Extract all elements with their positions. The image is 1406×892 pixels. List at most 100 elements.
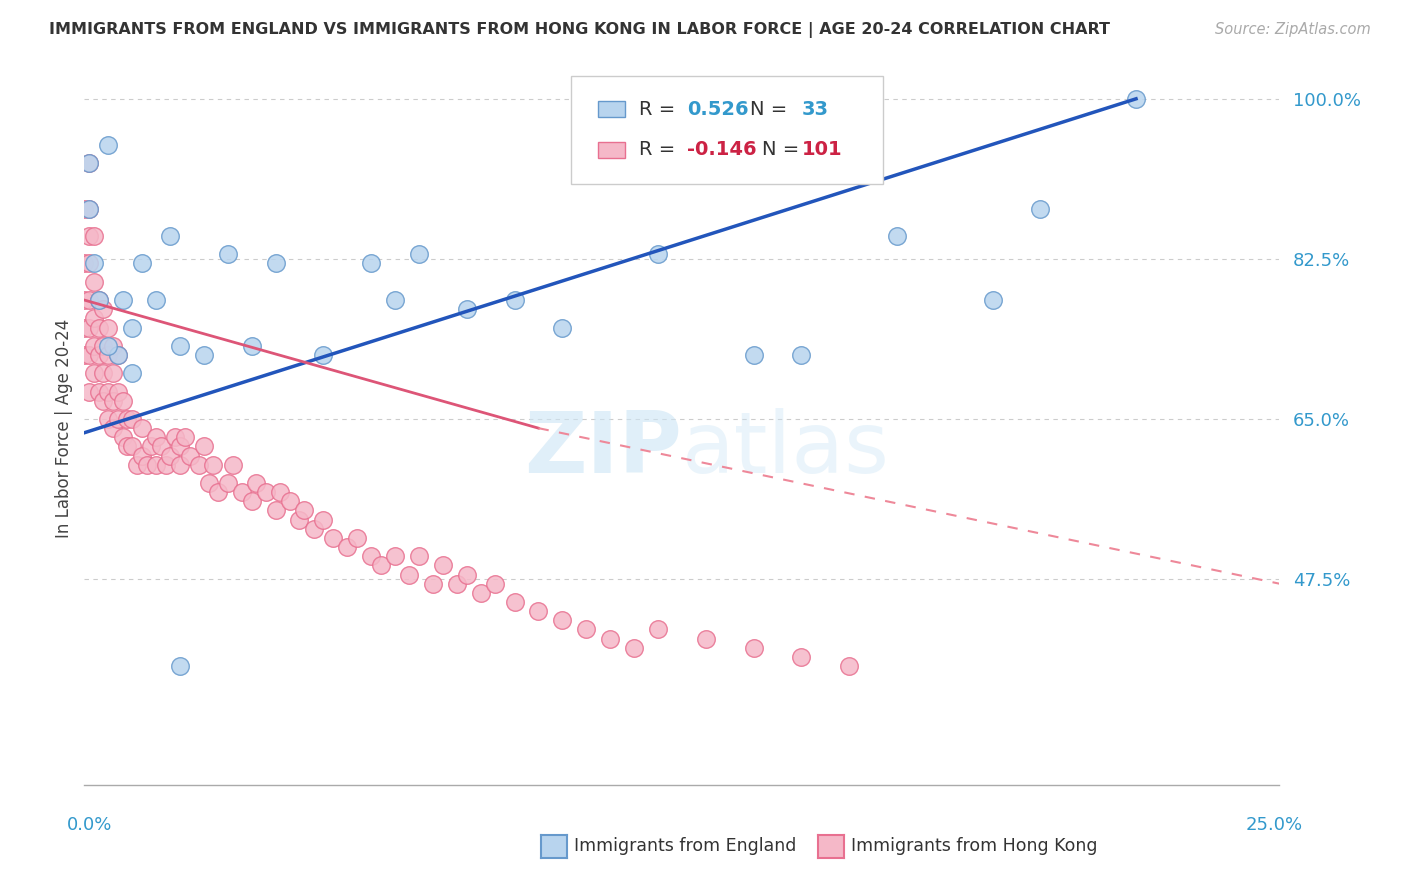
Point bbox=[408, 247, 430, 261]
Point bbox=[360, 549, 382, 564]
Point bbox=[398, 567, 420, 582]
Point bbox=[240, 339, 263, 353]
Point bbox=[188, 458, 211, 472]
Point bbox=[346, 531, 368, 545]
Point bbox=[97, 412, 120, 426]
Point bbox=[245, 476, 267, 491]
Text: 0.0%: 0.0% bbox=[67, 816, 112, 834]
Point bbox=[169, 339, 191, 353]
Point bbox=[742, 640, 765, 655]
Point bbox=[159, 229, 181, 244]
Point bbox=[575, 623, 598, 637]
Point bbox=[77, 348, 100, 362]
Text: -0.146: -0.146 bbox=[686, 140, 756, 160]
Text: ZIP: ZIP bbox=[524, 408, 682, 491]
Text: 25.0%: 25.0% bbox=[1246, 816, 1302, 834]
Point bbox=[269, 485, 291, 500]
Text: 0.526: 0.526 bbox=[686, 100, 748, 119]
Point bbox=[370, 558, 392, 573]
Point bbox=[83, 339, 105, 353]
Point bbox=[169, 659, 191, 673]
Text: 101: 101 bbox=[801, 140, 842, 160]
Point bbox=[77, 202, 100, 216]
Point bbox=[107, 384, 129, 399]
Point bbox=[240, 494, 263, 508]
Point bbox=[77, 320, 100, 334]
Point bbox=[838, 659, 860, 673]
Point bbox=[111, 430, 134, 444]
Point bbox=[121, 366, 143, 380]
Point bbox=[981, 293, 1004, 307]
Point bbox=[149, 440, 172, 454]
Point bbox=[107, 412, 129, 426]
Point bbox=[77, 384, 100, 399]
Point bbox=[125, 458, 148, 472]
Point bbox=[647, 623, 669, 637]
Point bbox=[87, 348, 110, 362]
Point bbox=[432, 558, 454, 573]
Point bbox=[121, 320, 143, 334]
Point bbox=[83, 311, 105, 326]
Point bbox=[599, 632, 621, 646]
Point bbox=[1125, 92, 1147, 106]
Point bbox=[83, 229, 105, 244]
Point bbox=[169, 440, 191, 454]
FancyBboxPatch shape bbox=[599, 102, 624, 117]
Point bbox=[202, 458, 225, 472]
Text: R =: R = bbox=[638, 140, 682, 160]
Point bbox=[131, 256, 153, 270]
Point bbox=[193, 440, 215, 454]
Text: N =: N = bbox=[749, 100, 793, 119]
Point bbox=[221, 458, 243, 472]
Point bbox=[360, 256, 382, 270]
Point bbox=[179, 449, 201, 463]
Point bbox=[121, 440, 143, 454]
Point bbox=[97, 137, 120, 152]
Point bbox=[87, 293, 110, 307]
Point bbox=[886, 229, 908, 244]
Point bbox=[121, 412, 143, 426]
Point bbox=[145, 293, 167, 307]
Point bbox=[77, 293, 100, 307]
Point bbox=[97, 320, 120, 334]
Point bbox=[742, 348, 765, 362]
Point bbox=[101, 393, 124, 408]
Text: R =: R = bbox=[638, 100, 682, 119]
Point bbox=[87, 384, 110, 399]
Text: N =: N = bbox=[762, 140, 806, 160]
Point bbox=[647, 247, 669, 261]
Point bbox=[77, 256, 100, 270]
Point bbox=[93, 302, 115, 317]
Point bbox=[456, 567, 478, 582]
Point bbox=[278, 494, 301, 508]
FancyBboxPatch shape bbox=[571, 77, 883, 184]
Point bbox=[503, 293, 526, 307]
Point bbox=[790, 348, 813, 362]
Point bbox=[73, 348, 96, 362]
Point bbox=[83, 275, 105, 289]
Point bbox=[384, 549, 406, 564]
Point bbox=[336, 540, 359, 554]
Point bbox=[111, 393, 134, 408]
Point bbox=[446, 576, 468, 591]
Point bbox=[292, 503, 315, 517]
Point bbox=[790, 649, 813, 664]
Point bbox=[193, 348, 215, 362]
Point bbox=[93, 366, 115, 380]
Point bbox=[87, 320, 110, 334]
Text: Source: ZipAtlas.com: Source: ZipAtlas.com bbox=[1215, 22, 1371, 37]
Point bbox=[141, 440, 163, 454]
Point bbox=[264, 503, 287, 517]
Point bbox=[73, 256, 96, 270]
Point bbox=[165, 430, 187, 444]
Point bbox=[93, 393, 115, 408]
Point bbox=[101, 339, 124, 353]
Point bbox=[73, 202, 96, 216]
Point bbox=[623, 640, 645, 655]
Point bbox=[217, 476, 239, 491]
Text: 33: 33 bbox=[801, 100, 828, 119]
Point bbox=[101, 366, 124, 380]
Point bbox=[87, 293, 110, 307]
FancyBboxPatch shape bbox=[599, 142, 624, 158]
Point bbox=[322, 531, 344, 545]
